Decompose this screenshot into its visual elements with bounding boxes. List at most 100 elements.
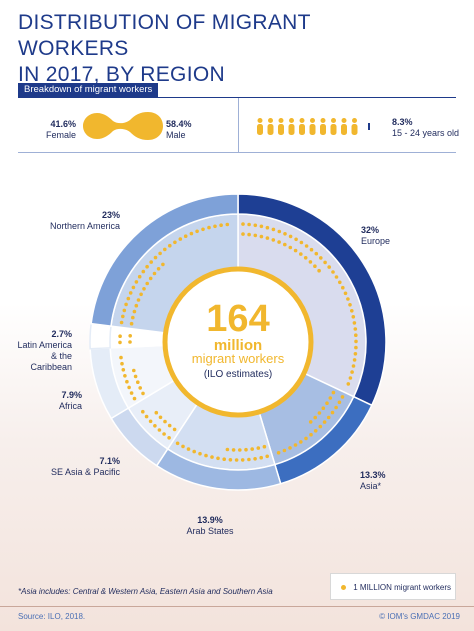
dot-se-asia bbox=[158, 415, 163, 420]
africa-name: Africa bbox=[58, 401, 82, 411]
person-head bbox=[268, 118, 273, 123]
dot-europe bbox=[327, 265, 332, 269]
center-number: 164 bbox=[206, 298, 270, 340]
dot-northern-america bbox=[136, 298, 141, 302]
dot-europe bbox=[348, 303, 352, 307]
dot-se-asia bbox=[154, 410, 159, 415]
dot-europe bbox=[277, 229, 282, 234]
dot-europe bbox=[338, 280, 342, 285]
namerica-name: Northern America bbox=[49, 221, 120, 231]
arab-pct: 13.9% bbox=[197, 515, 223, 525]
sector-ring-latin-america bbox=[89, 322, 112, 350]
dot-rings bbox=[118, 222, 358, 462]
dot-se-asia bbox=[157, 428, 162, 432]
person-icon bbox=[257, 118, 263, 135]
dot-northern-america bbox=[195, 229, 199, 234]
se-asia-name: SE Asia & Pacific bbox=[50, 467, 120, 477]
dot-africa bbox=[120, 361, 124, 366]
dot-asia bbox=[313, 415, 318, 420]
dot-europe bbox=[304, 244, 309, 248]
dot-asia bbox=[330, 410, 335, 415]
dot-northern-america bbox=[201, 227, 205, 232]
dot-arab-states bbox=[228, 458, 233, 462]
dot-northern-america bbox=[207, 225, 211, 230]
dot-asia bbox=[288, 446, 292, 450]
dot-europe bbox=[288, 245, 293, 250]
dot-northern-america bbox=[131, 315, 135, 320]
dot-europe bbox=[348, 376, 353, 380]
dot-latin-america bbox=[118, 340, 122, 345]
dot-arab-states bbox=[250, 447, 254, 451]
dot-europe bbox=[271, 227, 276, 232]
person-head bbox=[352, 118, 357, 123]
breakdown-rule-bottom bbox=[18, 152, 456, 153]
dot-asia bbox=[340, 395, 345, 399]
dot-europe bbox=[346, 382, 351, 386]
dot-europe bbox=[317, 268, 321, 273]
person-body bbox=[257, 124, 263, 135]
dot-africa bbox=[141, 391, 145, 396]
label-northern-america: 23% Northern America bbox=[40, 210, 120, 232]
dot-latin-america bbox=[118, 334, 122, 339]
footnote: *Asia includes: Central & Western Asia, … bbox=[18, 587, 273, 596]
dot-se-asia bbox=[167, 423, 172, 428]
dot-europe bbox=[299, 252, 303, 256]
dot-africa bbox=[132, 368, 136, 373]
dot-europe bbox=[353, 352, 358, 356]
person-body bbox=[330, 124, 337, 135]
dot-africa bbox=[136, 380, 140, 385]
label-arab-states: 13.9% Arab States bbox=[180, 515, 240, 537]
dot-northern-america bbox=[189, 231, 194, 236]
person-icon bbox=[320, 118, 326, 135]
dot-northern-america bbox=[173, 240, 177, 245]
legend-label: 1 MILLION migrant workers bbox=[353, 583, 452, 592]
dot-europe bbox=[354, 333, 358, 338]
dot-se-asia bbox=[153, 424, 157, 428]
dot-europe bbox=[277, 240, 281, 244]
dot-arab-states bbox=[262, 444, 267, 449]
dot-europe bbox=[293, 248, 298, 253]
asia-pct: 13.3% bbox=[360, 470, 386, 480]
dot-africa bbox=[123, 374, 127, 378]
label-europe: 32% Europe bbox=[361, 225, 390, 247]
dot-northern-america bbox=[137, 274, 142, 279]
dot-latin-america bbox=[128, 340, 132, 344]
person-head bbox=[299, 118, 305, 123]
dot-asia bbox=[328, 396, 333, 400]
dot-asia bbox=[322, 420, 327, 424]
dot-europe bbox=[323, 260, 327, 265]
dot-europe bbox=[265, 236, 270, 240]
dot-northern-america bbox=[141, 269, 146, 274]
dot-europe bbox=[352, 358, 357, 362]
se-asia-pct: 7.1% bbox=[99, 456, 120, 466]
europe-pct: 32% bbox=[361, 225, 380, 235]
dot-northern-america bbox=[124, 302, 128, 307]
dot-northern-america bbox=[119, 320, 124, 325]
dot-europe bbox=[299, 240, 304, 245]
dot-europe bbox=[354, 345, 358, 350]
dot-europe bbox=[354, 339, 358, 344]
youth-share-marker bbox=[368, 123, 370, 130]
dot-arab-states bbox=[222, 457, 226, 462]
dot-northern-america bbox=[139, 292, 143, 297]
dot-arab-states bbox=[265, 454, 270, 459]
dot-northern-america bbox=[158, 251, 162, 256]
dot-europe bbox=[241, 232, 245, 236]
dot-northern-america bbox=[148, 276, 153, 281]
person-head bbox=[331, 118, 336, 123]
dot-se-asia bbox=[163, 419, 167, 424]
person-icon bbox=[351, 118, 358, 135]
bottom-rule bbox=[0, 606, 474, 607]
africa-pct: 7.9% bbox=[61, 390, 82, 400]
person-head bbox=[310, 118, 315, 123]
dot-africa bbox=[133, 374, 138, 379]
person-icon bbox=[341, 118, 347, 135]
dot-asia bbox=[304, 436, 308, 441]
dot-africa bbox=[132, 396, 137, 401]
dot-europe bbox=[350, 309, 354, 313]
dot-northern-america bbox=[156, 267, 161, 271]
title-line-2: IN 2017, BY REGION bbox=[18, 63, 225, 86]
dot-europe bbox=[283, 232, 287, 236]
dot-asia bbox=[334, 405, 338, 410]
breakdown-divider bbox=[238, 98, 239, 152]
